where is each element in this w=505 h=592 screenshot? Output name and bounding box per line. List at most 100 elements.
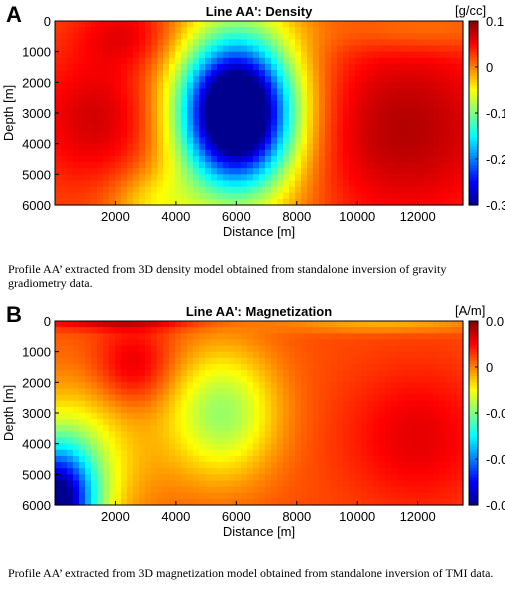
heatmap-cell (217, 492, 224, 500)
heatmap-cell (349, 113, 356, 120)
heatmap-cell (385, 33, 392, 40)
heatmap-cell (427, 192, 434, 200)
heatmap-cell (385, 70, 392, 77)
heatmap-cell (61, 400, 68, 408)
heatmap-cell (121, 100, 128, 108)
heatmap-cell (61, 376, 68, 383)
heatmap-cell (67, 125, 74, 132)
heatmap-cell (433, 449, 440, 457)
y-tick-label: 2000 (22, 375, 51, 390)
heatmap-cell (169, 468, 176, 475)
heatmap-cell (193, 155, 200, 163)
heatmap-cell (307, 39, 314, 47)
heatmap-cell (415, 486, 422, 494)
heatmap-cell (127, 198, 134, 206)
heatmap-cell (85, 168, 92, 175)
heatmap-cell (295, 106, 302, 114)
heatmap-cell (439, 119, 446, 126)
heatmap-cell (265, 119, 272, 126)
heatmap-cell (259, 149, 266, 157)
heatmap-cell (355, 492, 362, 500)
colorbar-tick-label: -0.01 (486, 406, 505, 421)
heatmap-cell (331, 21, 338, 28)
heatmap-cell (277, 82, 284, 90)
heatmap-cell (289, 168, 296, 175)
heatmap-cell (277, 143, 284, 151)
heatmap-cell (193, 143, 200, 151)
heatmap-cell (91, 168, 98, 175)
heatmap-cell (55, 431, 62, 439)
heatmap-cell (235, 119, 242, 126)
heatmap-cell (223, 21, 230, 28)
heatmap-cell (211, 106, 218, 114)
heatmap-cell (151, 106, 158, 114)
heatmap-cell (307, 125, 314, 132)
heatmap-cell (235, 468, 242, 475)
colorbar-swatch (469, 477, 478, 482)
heatmap-cell (277, 474, 284, 482)
heatmap-cell (361, 382, 368, 390)
heatmap-cell (55, 449, 62, 457)
heatmap-cell (397, 51, 404, 59)
heatmap-cell (307, 137, 314, 145)
heatmap-cell (235, 492, 242, 500)
heatmap-cell (67, 100, 74, 108)
heatmap-cell (361, 413, 368, 420)
heatmap-cell (331, 370, 338, 377)
heatmap-cell (319, 357, 326, 365)
heatmap-cell (361, 449, 368, 457)
colorbar-swatch (469, 394, 478, 399)
heatmap-cell (73, 388, 80, 396)
heatmap-cell (109, 192, 116, 200)
heatmap-cell (199, 51, 206, 59)
heatmap-cell (373, 462, 380, 469)
heatmap-cell (175, 186, 182, 194)
heatmap-cell (103, 400, 110, 408)
heatmap-cell (193, 180, 200, 188)
heatmap-cell (427, 339, 434, 347)
heatmap-cell (139, 21, 146, 28)
colorbar-swatch (469, 100, 478, 105)
heatmap-cell (127, 345, 134, 353)
heatmap-cell (91, 149, 98, 157)
heatmap-cell (289, 351, 296, 359)
heatmap-cell (457, 82, 464, 90)
heatmap-cell (355, 174, 362, 182)
heatmap-cell (97, 498, 104, 506)
heatmap-cell (241, 27, 248, 34)
heatmap-cell (133, 431, 140, 439)
heatmap-cell (79, 143, 86, 151)
heatmap-cell (115, 468, 122, 475)
heatmap-cell (457, 480, 464, 488)
heatmap-cell (361, 419, 368, 426)
heatmap-cell (427, 455, 434, 463)
heatmap-cell (421, 455, 428, 463)
heatmap-cell (361, 498, 368, 506)
heatmap-cell (253, 498, 260, 506)
colorbar-swatch (469, 373, 478, 377)
heatmap-cell (325, 321, 332, 328)
heatmap-cell (235, 51, 242, 59)
heatmap-cell (109, 462, 116, 469)
heatmap-cell (67, 106, 74, 114)
heatmap-cell (415, 388, 422, 396)
heatmap-cell (409, 76, 416, 83)
heatmap-cell (115, 180, 122, 188)
heatmap-cell (271, 431, 278, 439)
heatmap-cell (373, 357, 380, 365)
heatmap-cell (151, 57, 158, 65)
heatmap-cell (451, 425, 458, 432)
heatmap-cell (307, 468, 314, 475)
heatmap-cell (403, 162, 410, 169)
colorbar-swatch (469, 382, 478, 386)
heatmap-cell (85, 143, 92, 151)
heatmap-cell (193, 388, 200, 396)
heatmap-cell (121, 51, 128, 59)
heatmap-cell (409, 100, 416, 108)
heatmap-cell (385, 155, 392, 163)
heatmap-cell (319, 125, 326, 132)
heatmap-cell (283, 162, 290, 169)
heatmap-cell (217, 143, 224, 151)
heatmap-cell (91, 198, 98, 206)
heatmap-cell (403, 180, 410, 188)
